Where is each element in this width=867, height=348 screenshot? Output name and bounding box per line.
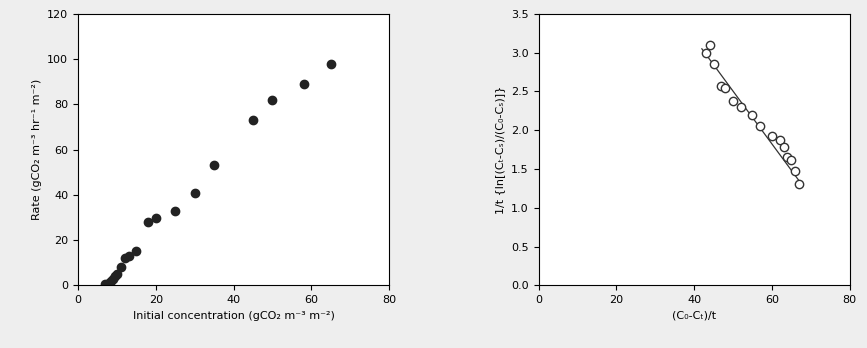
Y-axis label: Rate (gCO₂ m⁻³ hr⁻¹ m⁻²): Rate (gCO₂ m⁻³ hr⁻¹ m⁻²)	[31, 79, 42, 220]
X-axis label: Initial concentration (gCO₂ m⁻³ m⁻²): Initial concentration (gCO₂ m⁻³ m⁻²)	[133, 311, 335, 321]
X-axis label: (C₀-Cₜ)/t: (C₀-Cₜ)/t	[672, 311, 716, 321]
Y-axis label: 1/t {ln[(Cₜ-Cₛ)/(C₀-Cₛ)]}: 1/t {ln[(Cₜ-Cₛ)/(C₀-Cₛ)]}	[496, 86, 505, 214]
